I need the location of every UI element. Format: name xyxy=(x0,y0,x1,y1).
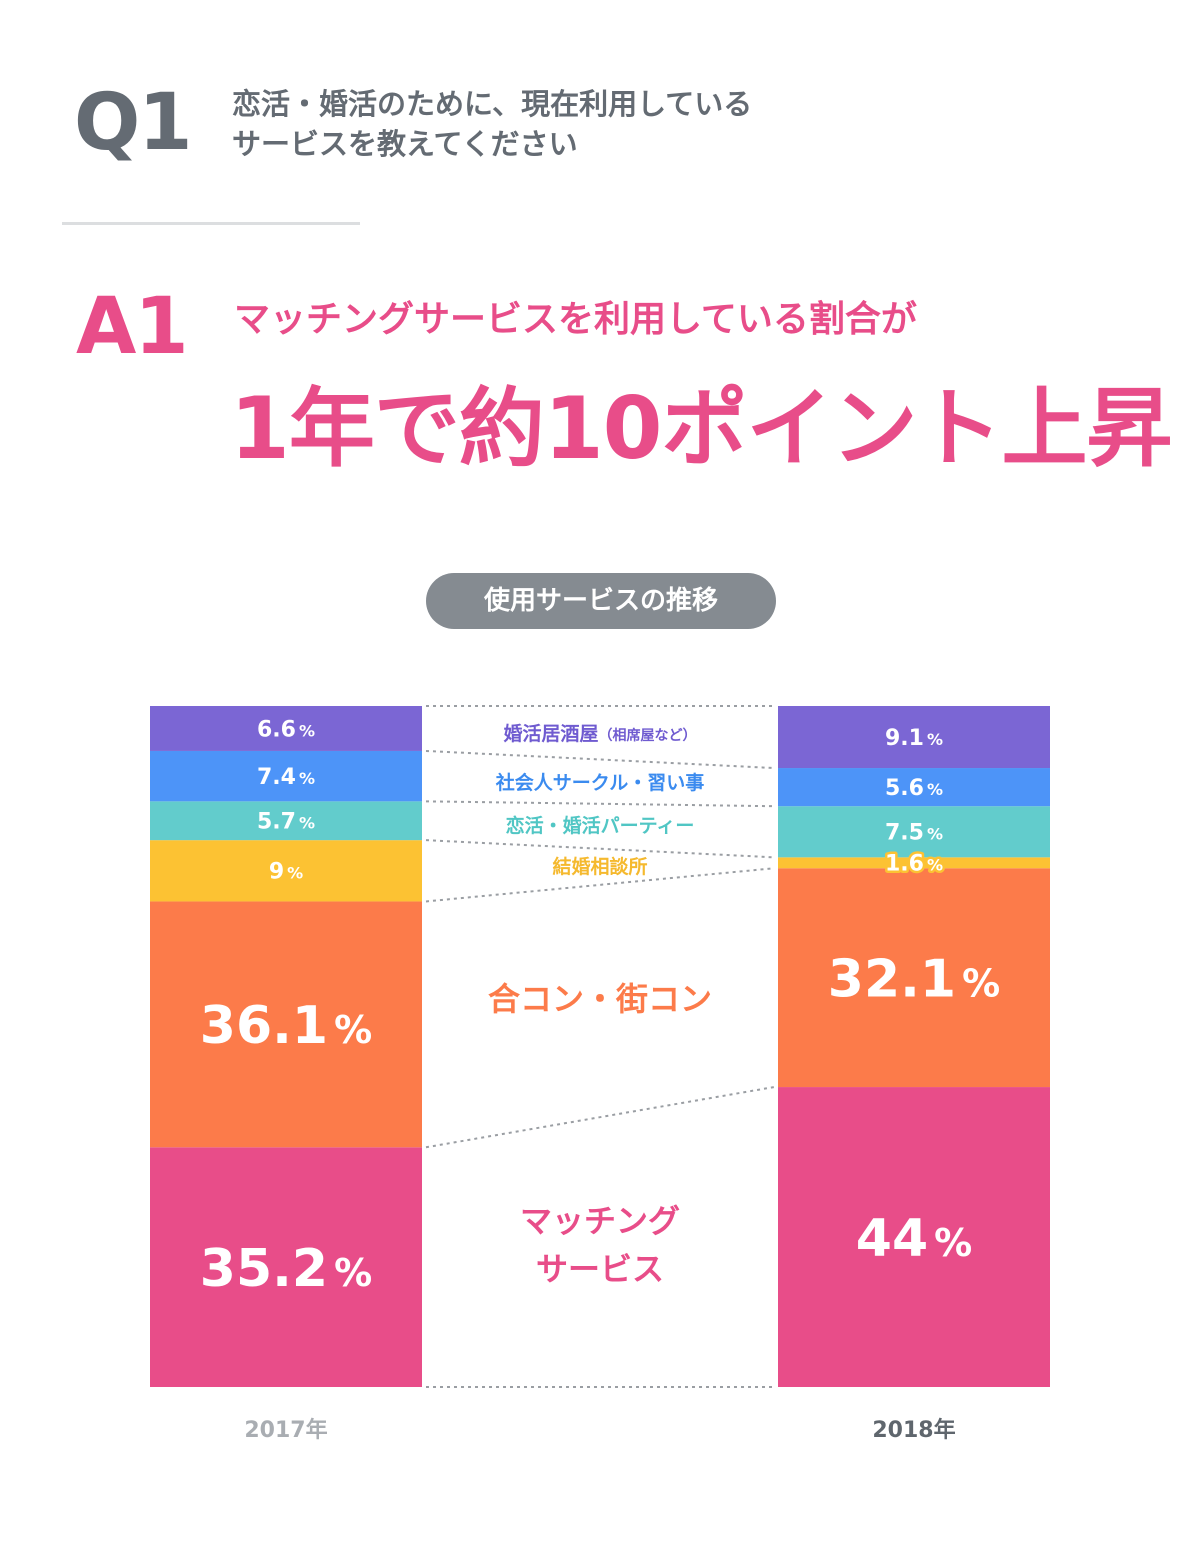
percent-sign: % xyxy=(927,825,943,844)
bar-segment-0-2 xyxy=(150,840,422,902)
percent-sign: % xyxy=(962,961,1000,1005)
bar-segment-1-0 xyxy=(778,1087,1050,1387)
bar-segment-0-5 xyxy=(150,706,422,751)
answer-headline: 1年で約10ポイント上昇 xyxy=(230,379,1173,479)
value-label-1-0: 44% xyxy=(856,1209,972,1269)
bar-segment-0-3 xyxy=(150,801,422,841)
percent-sign: % xyxy=(934,1221,972,1265)
percent-sign: % xyxy=(334,1251,372,1295)
percent-sign: % xyxy=(299,769,315,788)
series-label-line-0-0: マッチング xyxy=(520,1202,680,1240)
percent-sign: % xyxy=(927,730,943,749)
bar-segment-0-4 xyxy=(150,750,422,802)
connector-line-4 xyxy=(425,749,775,770)
value-number: 9.1 xyxy=(885,726,924,751)
connector-line-0 xyxy=(425,1086,775,1149)
value-label-0-3: 5.7% xyxy=(257,810,315,835)
value-label-0-4: 7.4% xyxy=(257,765,315,790)
series-label-3: 恋活・婚活パーティー xyxy=(506,814,695,837)
value-label-0-5: 6.6% xyxy=(257,717,315,742)
percent-sign: % xyxy=(287,864,303,883)
value-number: 6.6 xyxy=(257,717,296,742)
value-number: 7.5 xyxy=(885,821,924,846)
connector-line-1 xyxy=(425,867,775,903)
value-label-0-2: 9% xyxy=(269,860,303,885)
percent-sign: % xyxy=(927,856,943,875)
question-number: Q1 xyxy=(74,78,193,168)
value-number: 9 xyxy=(269,860,284,885)
category-label-1: 2018年 xyxy=(872,1417,955,1443)
series-label-1: 合コン・街コン xyxy=(488,980,712,1018)
value-number: 32.1 xyxy=(828,949,956,1009)
series-label-2: 結婚相談所 xyxy=(552,855,647,878)
bar-segment-1-1 xyxy=(778,868,1050,1088)
value-number: 35.2 xyxy=(200,1239,328,1299)
question-text: 恋活・婚活のために、現在利用している サービスを教えてください xyxy=(232,84,932,164)
percent-sign: % xyxy=(334,1008,372,1052)
bar-segment-0-1 xyxy=(150,901,422,1148)
answer-subheading: マッチングサービスを利用している割合が xyxy=(234,299,917,340)
series-label-4: 社会人サークル・習い事 xyxy=(495,771,704,794)
value-label-1-3: 7.5% xyxy=(885,821,943,846)
connector-line-2 xyxy=(425,839,775,859)
bar-segment-0-0 xyxy=(150,1147,422,1387)
connector-line-3 xyxy=(425,800,775,808)
series-label-5: 婚活居酒屋（相席屋など） xyxy=(503,722,696,745)
chart-title: 使用サービスの推移 xyxy=(426,573,776,629)
bar-segment-1-2 xyxy=(778,857,1050,869)
value-number: 44 xyxy=(856,1209,928,1269)
divider xyxy=(62,222,360,225)
value-label-1-4: 5.6% xyxy=(885,776,943,801)
value-number: 36.1 xyxy=(200,996,328,1056)
value-number: 1.6 xyxy=(885,852,924,877)
series-label-suffix: （相席屋など） xyxy=(599,727,697,744)
bar-segment-1-3 xyxy=(778,806,1050,858)
percent-sign: % xyxy=(299,814,315,833)
value-number: 5.6 xyxy=(885,776,924,801)
percent-sign: % xyxy=(299,721,315,740)
question-line-1: 恋活・婚活のために、現在利用している xyxy=(232,87,753,121)
category-label-0: 2017年 xyxy=(244,1417,327,1443)
question-line-2: サービスを教えてください xyxy=(232,127,578,161)
value-number: 7.4 xyxy=(257,765,296,790)
bar-segment-1-5 xyxy=(778,706,1050,769)
value-label-0-1: 36.1% xyxy=(200,996,372,1056)
value-label-1-5: 9.1% xyxy=(885,726,943,751)
answer-number: A1 xyxy=(76,282,189,372)
value-label-1-2: 1.6% xyxy=(885,852,943,877)
value-label-1-1: 32.1% xyxy=(828,949,1000,1009)
value-number: 5.7 xyxy=(257,810,296,835)
value-label-0-0: 35.2% xyxy=(200,1239,372,1299)
bar-segment-1-4 xyxy=(778,768,1050,807)
series-label-line-0-1: サービス xyxy=(536,1250,664,1288)
percent-sign: % xyxy=(927,780,943,799)
